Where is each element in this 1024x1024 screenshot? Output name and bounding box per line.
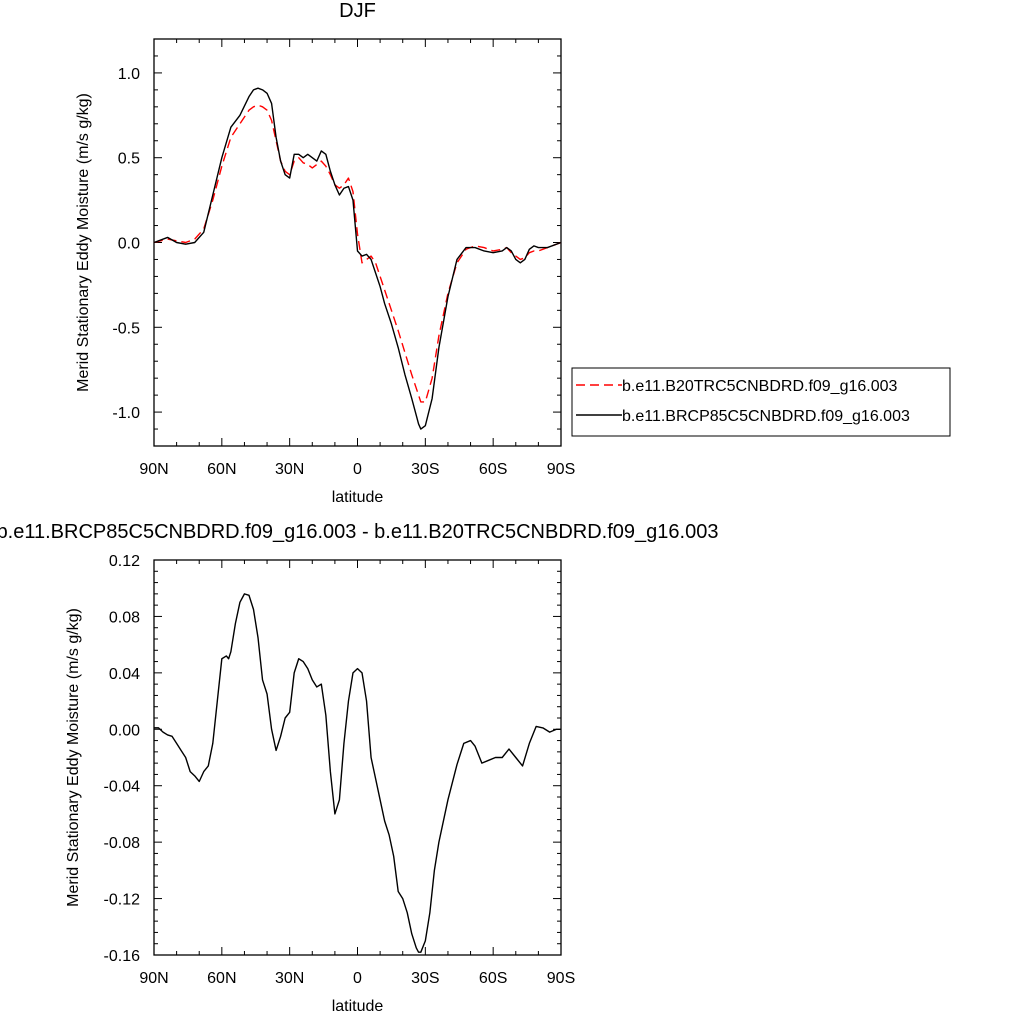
plot-frame	[153, 38, 562, 447]
x-tick-label: 0	[353, 461, 362, 478]
x-tick-label: 90N	[139, 461, 168, 478]
y-tick-label: -0.5	[112, 320, 140, 337]
legend-label-0: b.e11.B20TRC5CNBDRD.f09_g16.003	[622, 378, 898, 395]
x-tick-label: 30N	[275, 970, 304, 987]
series-line-0	[154, 593, 561, 953]
y-tick-label: -0.04	[104, 779, 141, 796]
x-tick-label: 60N	[207, 461, 236, 478]
top-panel-djf: 90N 60N 30N 0 30S 60S 90S 1.0 0.5 0.0 -0.5 -1.0 DJF l…	[75, 0, 951, 506]
x-tick-label: 90S	[547, 970, 575, 987]
legend-box	[571, 367, 951, 437]
x-tick-label: 0	[353, 970, 362, 987]
y-tick-label: 0.5	[118, 151, 140, 168]
series-line-1	[153, 87, 562, 430]
y-tick-label: 0.04	[109, 666, 140, 683]
y-tick-label: -0.16	[104, 948, 141, 965]
x-tick-label: 60S	[479, 461, 507, 478]
x-axis-label: latitude	[332, 998, 384, 1015]
x-tick-label: 30S	[411, 970, 439, 987]
y-tick-label: -0.12	[104, 892, 141, 909]
chart-title: DJF	[339, 0, 376, 22]
x-tick-label: 90S	[547, 461, 575, 478]
y-tick-label: 0.08	[109, 609, 140, 626]
x-tick-label: 90N	[139, 970, 168, 987]
bottom-panel-difference: 90N 60N 30N 0 30S 60S 90S 0.12 0.08 0.04 0.00 -0.04…	[0, 521, 718, 1015]
y-tick-label: 0.0	[118, 236, 140, 253]
y-tick-label: 0.12	[109, 553, 140, 570]
x-tick-label: 60S	[479, 970, 507, 987]
x-tick-label: 60N	[207, 970, 236, 987]
y-tick-label: -1.0	[112, 405, 140, 422]
y-tick-label: 0.00	[109, 722, 140, 739]
x-tick-label: 30N	[275, 461, 304, 478]
x-axis-label: latitude	[332, 489, 384, 506]
series-line-0	[153, 104, 562, 403]
x-tick-label: 30S	[411, 461, 439, 478]
y-axis-label: Merid Stationary Eddy Moisture (m/s g/kg…	[65, 608, 82, 907]
legend-label-1: b.e11.BRCP85C5CNBDRD.f09_g16.003	[622, 408, 910, 425]
chart-title: b.e11.BRCP85C5CNBDRD.f09_g16.003 - b.e11…	[0, 521, 718, 543]
y-tick-label: 1.0	[118, 66, 140, 83]
y-tick-label: -0.08	[104, 835, 141, 852]
y-axis-label: Merid Stationary Eddy Moisture (m/s g/kg…	[75, 93, 92, 392]
